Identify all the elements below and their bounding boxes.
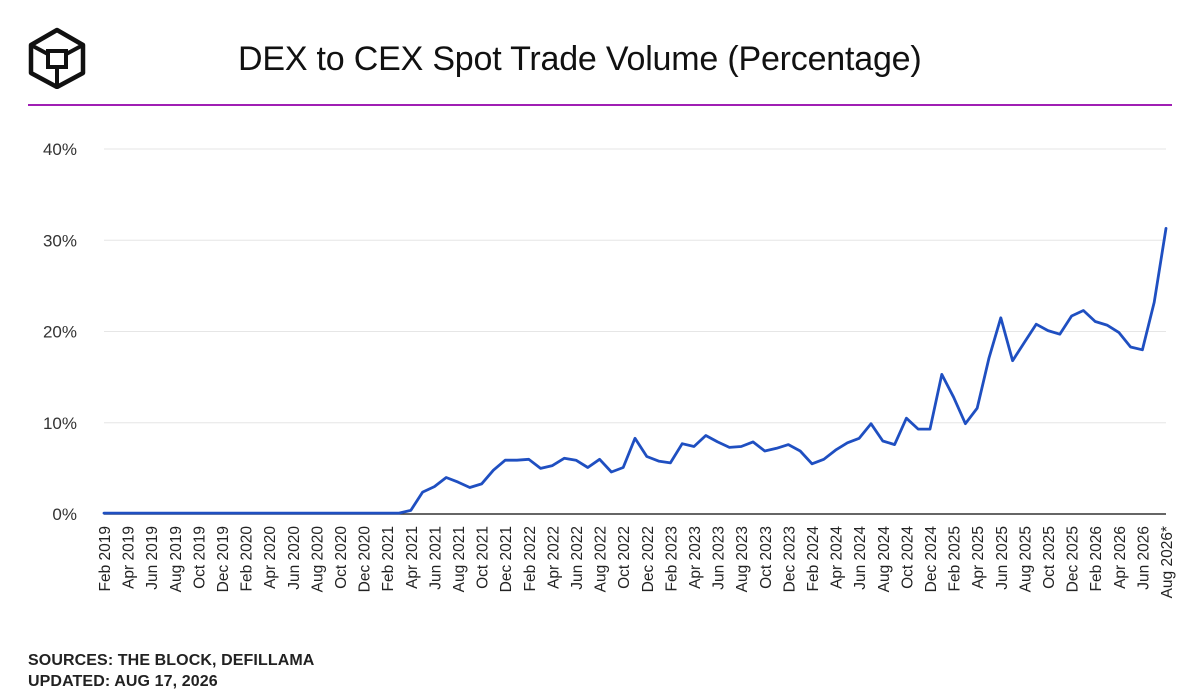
x-tick-label: Oct 2024 xyxy=(899,526,916,589)
x-tick-label: Oct 2019 xyxy=(191,526,208,589)
x-tick-label: Jun 2025 xyxy=(994,526,1011,590)
x-tick-label: Dec 2021 xyxy=(498,526,515,592)
x-tick-label: Oct 2023 xyxy=(758,526,775,589)
x-tick-label: Aug 2026* xyxy=(1159,526,1176,598)
header-divider xyxy=(28,104,1172,106)
the-block-cube-logo-icon xyxy=(28,27,86,89)
chart-title: DEX to CEX Spot Trade Volume (Percentage… xyxy=(238,40,922,78)
x-tick-label: Aug 2022 xyxy=(593,526,610,592)
x-tick-label: Jun 2024 xyxy=(852,526,869,590)
x-tick-label: Aug 2019 xyxy=(168,526,185,592)
x-tick-label: Oct 2022 xyxy=(616,526,633,589)
x-tick-label: Jun 2021 xyxy=(427,526,444,590)
y-tick-label: 20% xyxy=(43,323,77,342)
x-tick-label: Feb 2025 xyxy=(947,526,964,592)
series-line xyxy=(102,227,1168,515)
series-layer xyxy=(102,227,1168,515)
y-axis-tick-labels: 0% 10% 20% 30% 40% xyxy=(43,140,77,524)
x-axis-tick-labels: Feb 2019 Apr 2019 Jun 2019 Aug 2019 Oct 2019… xyxy=(97,526,1176,599)
x-tick-label: Apr 2021 xyxy=(404,526,421,589)
header: DEX to CEX Spot Trade Volume (Percentage… xyxy=(0,0,1200,106)
x-tick-label: Apr 2024 xyxy=(829,526,846,589)
x-tick-label: Feb 2022 xyxy=(522,526,539,592)
x-tick-label: Aug 2021 xyxy=(451,526,468,592)
x-tick-label: Aug 2024 xyxy=(876,526,893,593)
x-tick-label: Jun 2019 xyxy=(144,526,161,590)
y-tick-label: 10% xyxy=(43,414,77,433)
x-tick-label: Jun 2023 xyxy=(711,526,728,590)
x-tick-label: Apr 2025 xyxy=(970,526,987,589)
x-tick-label: Feb 2024 xyxy=(805,526,822,592)
y-tick-label: 30% xyxy=(43,231,77,250)
x-tick-label: Apr 2026 xyxy=(1112,526,1129,589)
x-tick-label: Feb 2026 xyxy=(1088,526,1105,592)
x-tick-label: Apr 2019 xyxy=(121,526,138,589)
y-tick-label: 40% xyxy=(43,140,77,159)
x-tick-label: Dec 2020 xyxy=(357,526,374,593)
x-tick-label: Aug 2023 xyxy=(734,526,751,592)
gridlines xyxy=(104,148,1166,424)
x-tick-label: Jun 2022 xyxy=(569,526,586,590)
x-tick-label: Oct 2025 xyxy=(1041,526,1058,589)
x-tick-label: Jun 2026 xyxy=(1135,526,1152,590)
x-tick-label: Feb 2020 xyxy=(239,526,256,592)
x-tick-label: Oct 2020 xyxy=(333,526,350,589)
x-tick-label: Apr 2022 xyxy=(545,526,562,589)
x-tick-label: Dec 2022 xyxy=(640,526,657,592)
x-tick-label: Apr 2023 xyxy=(687,526,704,589)
x-tick-label: Aug 2025 xyxy=(1017,526,1034,592)
updated-note: UPDATED: AUG 17, 2026 xyxy=(28,673,218,690)
x-tick-label: Apr 2020 xyxy=(262,526,279,589)
x-tick-label: Aug 2020 xyxy=(309,526,326,593)
x-tick-label: Dec 2023 xyxy=(781,526,798,592)
x-tick-label: Dec 2025 xyxy=(1065,526,1082,592)
y-tick-label: 0% xyxy=(52,505,77,524)
x-tick-label: Feb 2019 xyxy=(97,526,114,592)
x-tick-label: Dec 2019 xyxy=(215,526,232,592)
x-tick-label: Feb 2021 xyxy=(380,526,397,592)
x-tick-label: Dec 2024 xyxy=(923,526,940,593)
x-tick-label: Feb 2023 xyxy=(663,526,680,592)
line-chart: 0% 10% 20% 30% 40% Feb 2019 Apr 2019 Jun 2019 A… xyxy=(43,140,1176,599)
sources-note: SOURCES: THE BLOCK, DEFILLAMA xyxy=(28,652,315,669)
x-tick-label: Jun 2020 xyxy=(286,526,303,590)
footer: SOURCES: THE BLOCK, DEFILLAMA UPDATED: A… xyxy=(28,650,314,692)
x-tick-label: Oct 2021 xyxy=(475,526,492,589)
